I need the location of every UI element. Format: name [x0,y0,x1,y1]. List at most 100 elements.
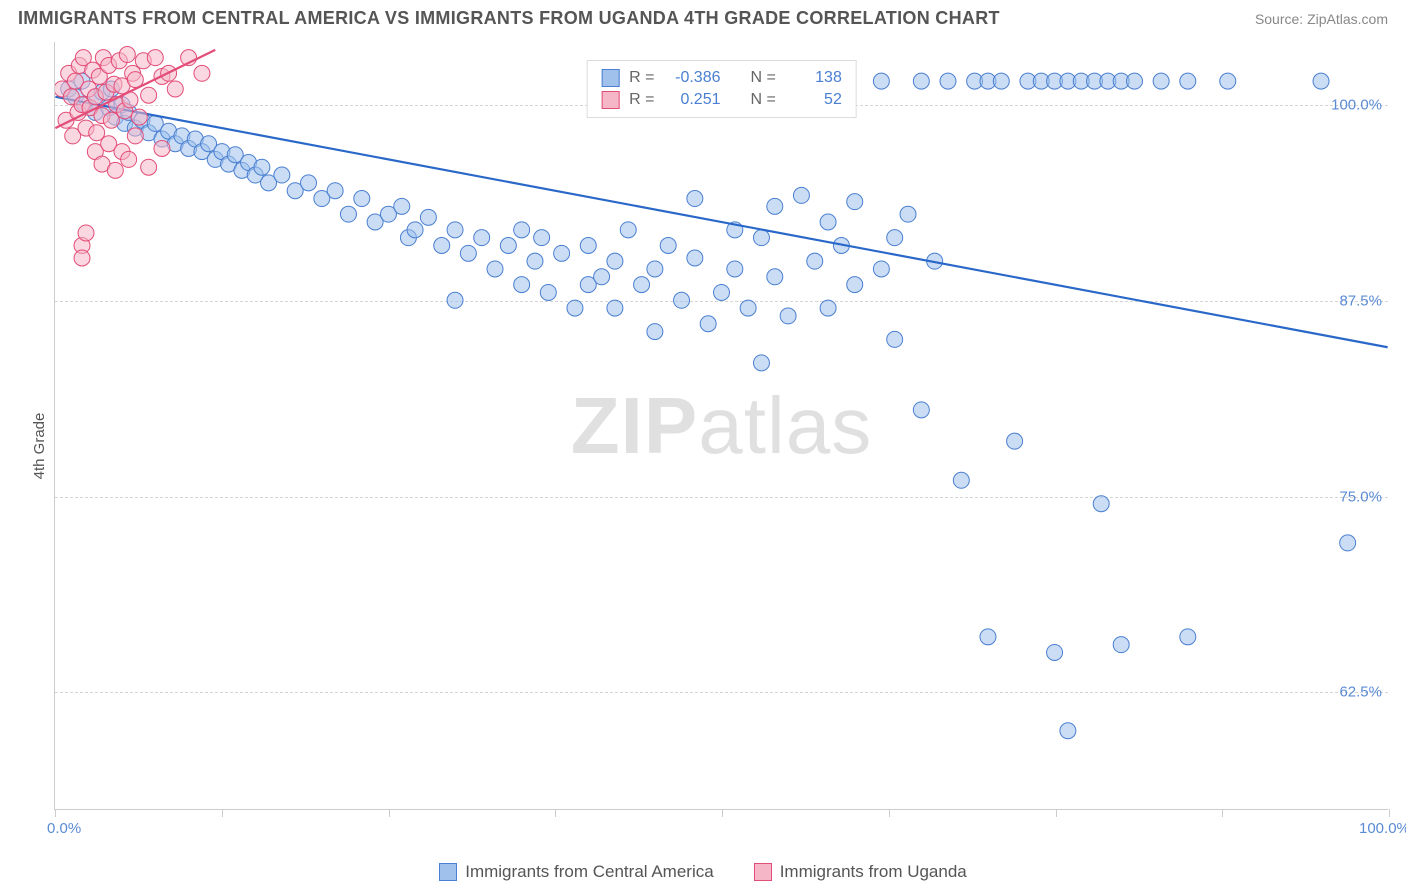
data-point [460,245,476,261]
data-point [407,222,423,238]
data-point [767,198,783,214]
data-point [527,253,543,269]
data-point [1180,73,1196,89]
data-point [119,47,135,63]
x-tick [555,809,556,817]
data-point [340,206,356,222]
r-label: R = [629,69,654,87]
data-point [534,230,550,246]
x-tick [1222,809,1223,817]
data-point [194,65,210,81]
swatch-icon [601,91,619,109]
x-tick [722,809,723,817]
data-point [687,250,703,266]
data-point [474,230,490,246]
x-tick-label: 100.0% [1359,820,1406,837]
source-value: ZipAtlas.com [1307,11,1388,27]
data-point [980,629,996,645]
data-point [254,159,270,175]
x-tick-label: 0.0% [47,820,81,837]
data-point [327,183,343,199]
data-point [1113,637,1129,653]
data-point [1220,73,1236,89]
data-point [74,250,90,266]
data-point [103,112,119,128]
data-point [554,245,570,261]
data-point [274,167,290,183]
data-point [447,222,463,238]
data-point [887,230,903,246]
x-tick [1056,809,1057,817]
r-label: R = [629,91,654,109]
data-point [820,300,836,316]
data-point [847,277,863,293]
plot-area: ZIPatlas R = -0.386 N = 138 R = 0.251 N … [54,42,1388,810]
data-point [807,253,823,269]
swatch-icon [601,69,619,87]
data-point [78,225,94,241]
x-tick [1389,809,1390,817]
data-point [420,209,436,225]
data-point [993,73,1009,89]
data-point [434,238,450,254]
series-legend: Immigrants from Central America Immigran… [0,862,1406,882]
legend-row-series-2: R = 0.251 N = 52 [601,89,842,111]
data-point [1007,433,1023,449]
data-point [873,261,889,277]
data-point [647,261,663,277]
data-point [1340,535,1356,551]
data-point [107,162,123,178]
data-point [301,175,317,191]
data-point [727,261,743,277]
data-point [1047,644,1063,660]
data-point [567,300,583,316]
data-point [740,300,756,316]
data-point [660,238,676,254]
data-point [900,206,916,222]
data-point [131,109,147,125]
data-point [887,331,903,347]
data-point [500,238,516,254]
n-value-1: 138 [786,69,842,87]
source-attribution: Source: ZipAtlas.com [1255,11,1388,27]
data-point [1313,73,1329,89]
data-point [607,300,623,316]
data-point [620,222,636,238]
data-point [1060,723,1076,739]
data-point [141,87,157,103]
data-point [354,191,370,207]
data-point [873,73,889,89]
swatch-icon [439,863,457,881]
data-point [540,284,556,300]
source-label: Source: [1255,11,1303,27]
data-point [647,324,663,340]
x-tick [55,809,56,817]
series-1-name: Immigrants from Central America [465,862,713,882]
data-point [1093,496,1109,512]
n-label: N = [751,69,776,87]
scatter-svg [55,42,1388,809]
x-tick [222,809,223,817]
correlation-legend: R = -0.386 N = 138 R = 0.251 N = 52 [586,60,857,118]
data-point [141,159,157,175]
data-point [780,308,796,324]
x-tick [889,809,890,817]
x-tick [389,809,390,817]
data-point [167,81,183,97]
data-point [1127,73,1143,89]
header: IMMIGRANTS FROM CENTRAL AMERICA VS IMMIG… [0,0,1406,33]
r-value-1: -0.386 [665,69,721,87]
data-point [913,73,929,89]
data-point [687,191,703,207]
data-point [447,292,463,308]
data-point [714,284,730,300]
data-point [953,472,969,488]
data-point [594,269,610,285]
legend-item-series-1: Immigrants from Central America [439,862,713,882]
n-label: N = [751,91,776,109]
data-point [634,277,650,293]
series-2-name: Immigrants from Uganda [780,862,967,882]
data-point [1153,73,1169,89]
data-point [580,238,596,254]
r-value-2: 0.251 [665,91,721,109]
